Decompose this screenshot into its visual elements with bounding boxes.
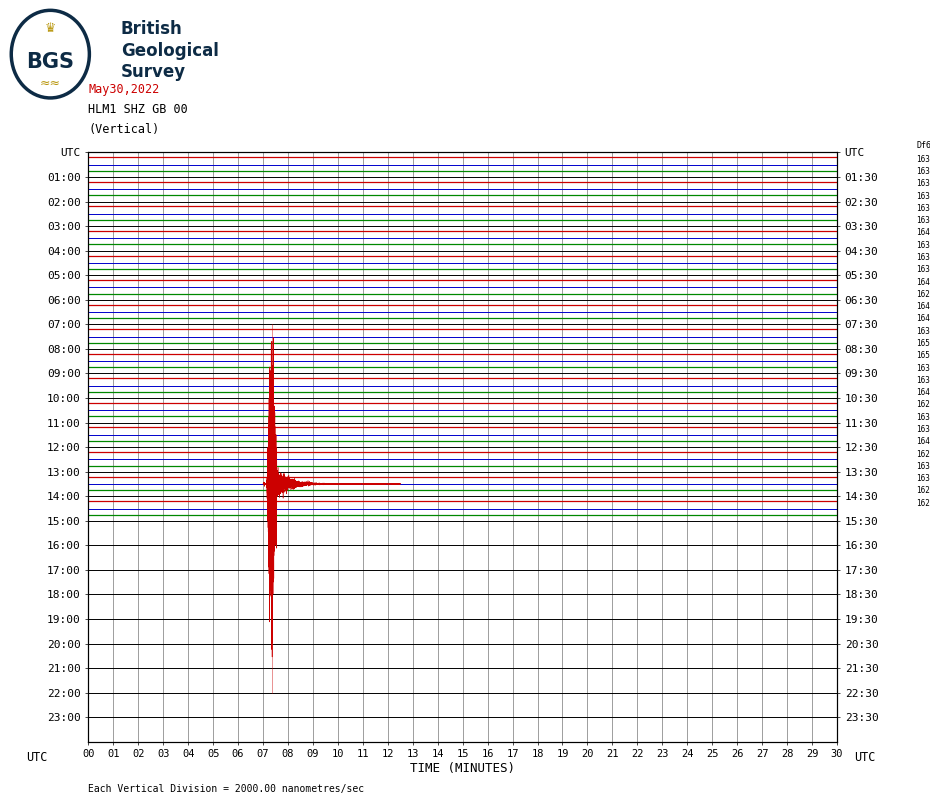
Text: British: British <box>121 20 182 38</box>
Text: (Vertical): (Vertical) <box>88 124 160 136</box>
Text: HLM1 SHZ GB 00: HLM1 SHZ GB 00 <box>88 103 188 116</box>
Text: ♛: ♛ <box>45 22 56 34</box>
Text: BGS: BGS <box>26 51 74 71</box>
Text: UTC: UTC <box>27 751 47 764</box>
Text: 164: 164 <box>916 314 930 323</box>
Text: 164: 164 <box>916 302 930 311</box>
Text: Each Vertical Division = 2000.00 nanometres/sec: Each Vertical Division = 2000.00 nanomet… <box>88 784 365 794</box>
Text: 163: 163 <box>916 253 930 262</box>
Text: 164: 164 <box>916 437 930 446</box>
Text: 163: 163 <box>916 241 930 249</box>
Text: 163: 163 <box>916 204 930 213</box>
Text: 165: 165 <box>916 339 930 348</box>
Text: 163: 163 <box>916 167 930 176</box>
Text: 163: 163 <box>916 217 930 225</box>
Text: 163: 163 <box>916 326 930 336</box>
Text: 164: 164 <box>916 229 930 237</box>
Text: 164: 164 <box>916 388 930 397</box>
Text: 162: 162 <box>916 499 930 508</box>
Text: 163: 163 <box>916 425 930 434</box>
Text: ≈≈: ≈≈ <box>40 77 60 90</box>
Text: 162: 162 <box>916 486 930 496</box>
Text: 164: 164 <box>916 277 930 286</box>
Text: 163: 163 <box>916 474 930 483</box>
Text: 163: 163 <box>916 363 930 373</box>
Text: 162: 162 <box>916 449 930 459</box>
Text: 163: 163 <box>916 376 930 385</box>
Text: UTC: UTC <box>855 751 875 764</box>
Text: Survey: Survey <box>121 63 186 81</box>
Text: May30,2022: May30,2022 <box>88 83 160 96</box>
Text: 163: 163 <box>916 462 930 471</box>
Text: 163: 163 <box>916 265 930 274</box>
Text: 162: 162 <box>916 290 930 299</box>
Text: 163: 163 <box>916 180 930 188</box>
Text: 165: 165 <box>916 351 930 360</box>
Text: 163: 163 <box>916 192 930 200</box>
Text: Df63: Df63 <box>916 141 930 150</box>
X-axis label: TIME (MINUTES): TIME (MINUTES) <box>410 762 515 776</box>
Text: 163: 163 <box>916 155 930 164</box>
Text: 162: 162 <box>916 400 930 409</box>
Text: Geological: Geological <box>121 42 219 59</box>
Text: 163: 163 <box>916 413 930 422</box>
